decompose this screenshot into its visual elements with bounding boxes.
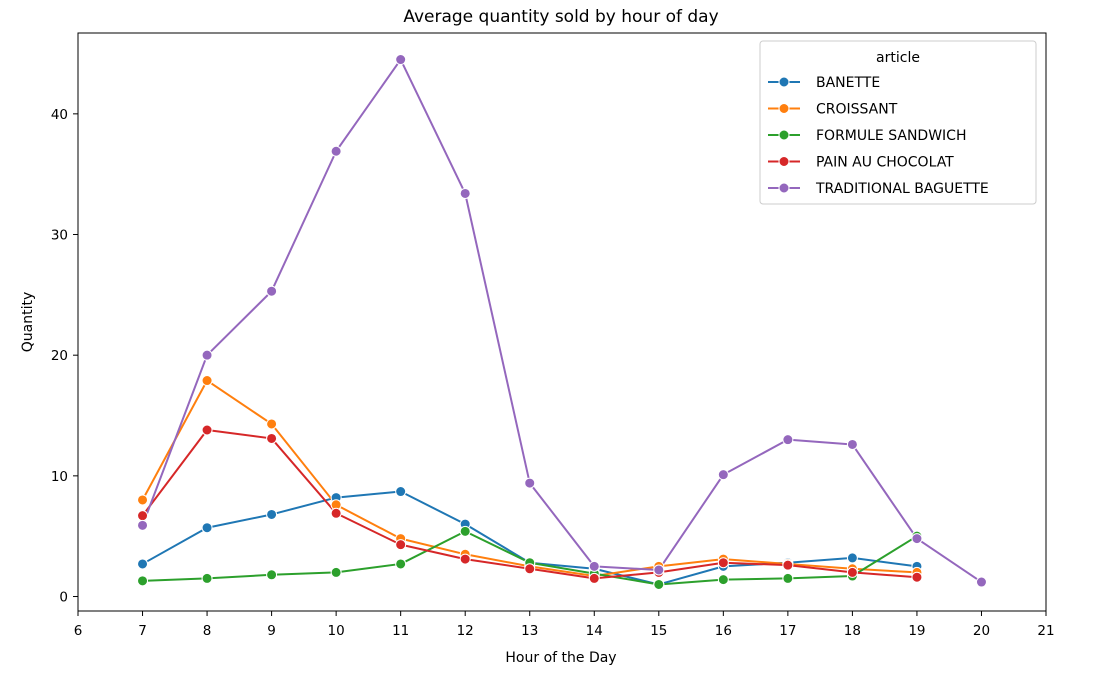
data-point <box>846 438 858 450</box>
y-axis-label: Quantity <box>20 292 36 353</box>
plot-area: 6 7 8 9 10 11 12 13 14 15 16 17 18 19 20 21 0 10 20 30 40 <box>51 32 1055 639</box>
data-point <box>782 434 794 446</box>
x-tick-label: 10 <box>328 623 345 639</box>
data-point <box>588 572 600 584</box>
data-point <box>266 508 278 520</box>
data-point <box>717 469 729 481</box>
x-tick-label: 12 <box>457 623 474 639</box>
data-point <box>846 566 858 578</box>
data-point <box>395 558 407 570</box>
data-point <box>201 424 213 436</box>
data-point <box>137 519 149 531</box>
legend-swatch-marker <box>778 129 790 141</box>
x-tick-label: 9 <box>267 623 276 639</box>
legend-item-label: BANETTE <box>816 75 880 91</box>
data-point <box>330 566 342 578</box>
x-tick-label: 7 <box>138 623 147 639</box>
data-point <box>975 576 987 588</box>
data-point <box>459 525 471 537</box>
data-point <box>782 572 794 584</box>
data-point <box>137 558 149 570</box>
data-point <box>653 564 665 576</box>
x-tick-label: 16 <box>715 623 732 639</box>
legend-swatch-marker <box>778 156 790 167</box>
data-point <box>911 571 923 583</box>
data-point <box>524 477 536 489</box>
x-tick-label: 17 <box>779 623 796 639</box>
chart-title: Average quantity sold by hour of day <box>403 7 718 27</box>
data-point <box>911 533 923 545</box>
data-point <box>137 510 149 522</box>
data-point <box>395 539 407 551</box>
data-point <box>266 285 278 297</box>
x-tick-label: 14 <box>586 623 603 639</box>
data-point <box>137 575 149 587</box>
data-point <box>266 432 278 444</box>
y-tick-label: 40 <box>51 107 68 123</box>
data-point <box>266 418 278 430</box>
x-tick-label: 13 <box>521 623 538 639</box>
y-tick-label: 10 <box>51 469 68 485</box>
data-point <box>717 557 729 569</box>
data-point <box>266 569 278 581</box>
data-point <box>201 572 213 584</box>
legend-item-label: TRADITIONAL BAGUETTE <box>815 181 989 197</box>
axes-frame <box>77 32 1047 612</box>
x-tick-label: 19 <box>908 623 925 639</box>
legend: article BANETTE CROISSANT FORMULE SANDWICH P… <box>759 40 1037 205</box>
data-point <box>395 486 407 498</box>
x-tick-label: 15 <box>650 623 667 639</box>
data-point <box>201 349 213 361</box>
legend-title: article <box>876 50 920 66</box>
data-point <box>782 559 794 571</box>
data-point <box>201 522 213 534</box>
x-tick-label: 21 <box>1037 623 1054 639</box>
data-point <box>137 494 149 506</box>
data-point <box>395 54 407 66</box>
data-point <box>201 375 213 387</box>
y-tick-label: 20 <box>51 348 68 364</box>
legend-swatch-marker <box>778 182 790 194</box>
data-point <box>330 145 342 157</box>
y-tick-label: 0 <box>59 590 68 606</box>
data-point <box>653 578 665 590</box>
x-tick-label: 6 <box>74 623 83 639</box>
y-tick-label: 30 <box>51 228 68 244</box>
x-tick-label: 18 <box>844 623 861 639</box>
legend-swatch-marker <box>778 76 790 88</box>
data-point <box>717 574 729 586</box>
data-point <box>459 187 471 199</box>
legend-item-label: CROISSANT <box>816 102 898 118</box>
legend-box <box>759 40 1037 205</box>
x-tick-label: 11 <box>392 623 409 639</box>
legend-item-label: PAIN AU CHOCOLAT <box>816 155 954 171</box>
data-point <box>459 553 471 565</box>
data-point <box>846 552 858 564</box>
data-point <box>330 507 342 519</box>
series-line <box>141 58 983 583</box>
x-tick-label: 20 <box>973 623 990 639</box>
x-axis-label: Hour of the Day <box>505 650 616 666</box>
data-point <box>524 563 536 575</box>
x-tick-label: 8 <box>203 623 212 639</box>
legend-item-label: FORMULE SANDWICH <box>816 128 966 144</box>
data-point <box>588 560 600 572</box>
legend-swatch-marker <box>778 103 790 114</box>
series-line <box>141 428 918 580</box>
